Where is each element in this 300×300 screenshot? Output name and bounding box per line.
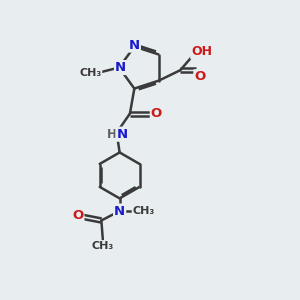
Text: N: N <box>116 128 128 141</box>
Text: N: N <box>114 205 125 218</box>
Text: CH₃: CH₃ <box>92 241 114 251</box>
Text: N: N <box>129 39 140 52</box>
Text: O: O <box>194 70 206 83</box>
Text: CH₃: CH₃ <box>133 206 155 216</box>
Text: CH₃: CH₃ <box>79 68 101 78</box>
Text: O: O <box>72 209 83 222</box>
Text: O: O <box>151 107 162 120</box>
Text: H: H <box>106 128 116 141</box>
Text: OH: OH <box>191 46 212 59</box>
Text: N: N <box>115 61 126 74</box>
